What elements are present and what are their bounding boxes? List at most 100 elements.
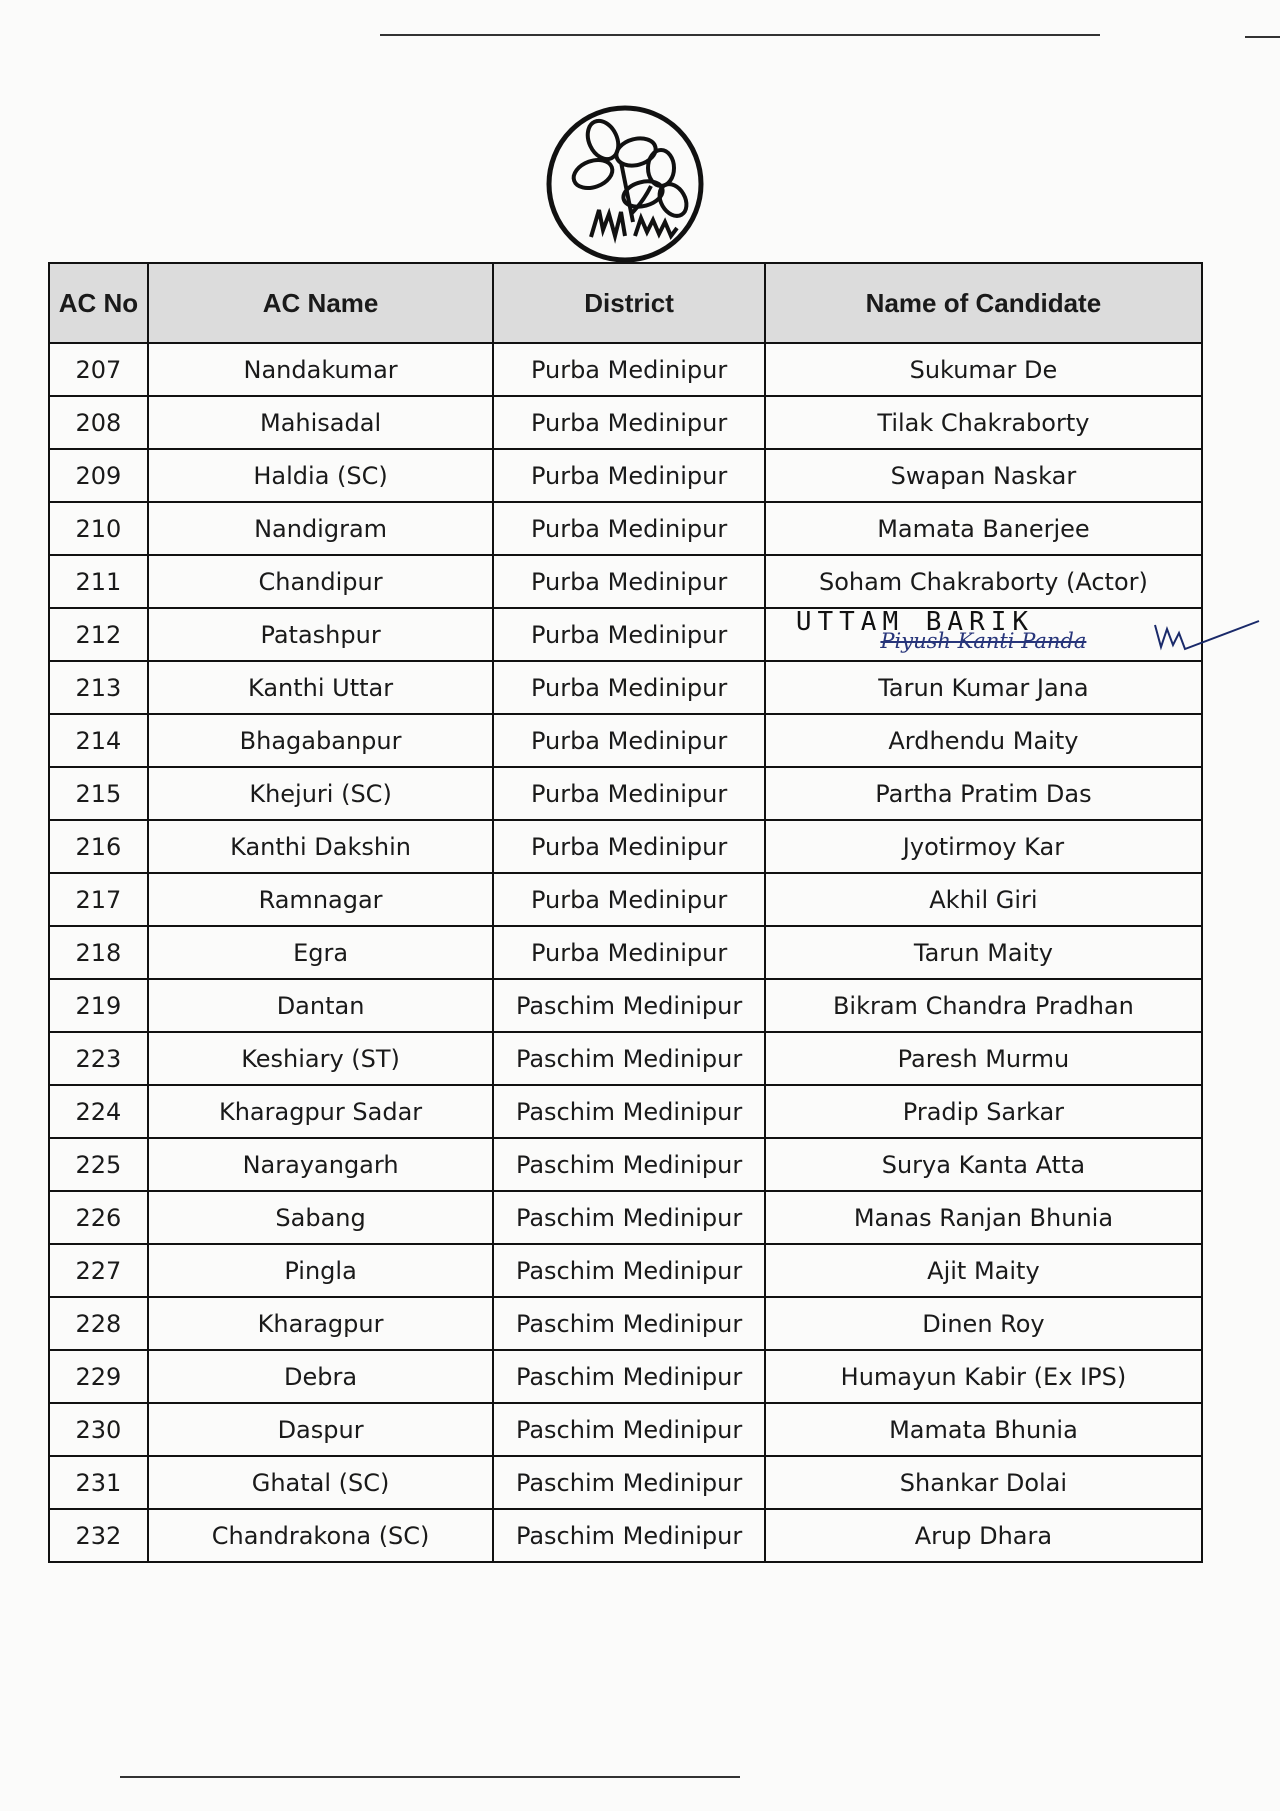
table-row: 224 Kharagpur Sadar Paschim Medinipur Pradi… — [48, 1084, 1204, 1139]
ac-name-cell: Egra — [146, 925, 495, 980]
ac-name-cell: Pingla — [146, 1243, 495, 1298]
ac-name-cell: Kharagpur Sadar — [146, 1084, 495, 1139]
table-row: 207 Nandakumar Purba Medinipur Sukumar De — [48, 342, 1204, 397]
ac-name-cell: Mahisadal — [146, 395, 495, 450]
district-cell: Paschim Medinipur — [492, 1137, 766, 1192]
header-district: District — [492, 262, 766, 344]
district-cell: Purba Medinipur — [492, 395, 766, 450]
table-row: 215 Khejuri (SC) Purba Medinipur Partha Pra… — [48, 766, 1204, 821]
ac-no-cell: 217 — [48, 872, 149, 927]
district-cell: Purba Medinipur — [492, 872, 766, 927]
candidate-cell: Soham Chakraborty (Actor) — [763, 554, 1204, 609]
candidate-cell: Partha Pratim Das — [763, 766, 1204, 821]
ac-name-cell: Ramnagar — [146, 872, 495, 927]
ac-name-cell: Bhagabanpur — [146, 713, 495, 768]
candidate-cell: Piyush Kanti Panda UTTAM BARIK — [763, 607, 1260, 662]
table-row: 217 Ramnagar Purba Medinipur Akhil Giri — [48, 872, 1204, 927]
candidate-cell: Swapan Naskar — [763, 448, 1204, 503]
ac-name-cell: Nandakumar — [146, 342, 495, 397]
table-row: 212 Patashpur Purba Medinipur Piyush Kanti … — [48, 607, 1260, 662]
ac-no-cell: 211 — [48, 554, 149, 609]
ac-no-cell: 223 — [48, 1031, 149, 1086]
ac-name-cell: Keshiary (ST) — [146, 1031, 495, 1086]
district-cell: Paschim Medinipur — [492, 1243, 766, 1298]
ac-no-cell: 209 — [48, 448, 149, 503]
top-rule — [380, 34, 1100, 36]
candidate-cell: Arup Dhara — [763, 1508, 1204, 1563]
table-row: 216 Kanthi Dakshin Purba Medinipur Jyotirmo… — [48, 819, 1204, 874]
ac-no-cell: 226 — [48, 1190, 149, 1245]
table-row: 223 Keshiary (ST) Paschim Medinipur Paresh … — [48, 1031, 1204, 1086]
handwritten-correction: UTTAM BARIK — [795, 607, 1035, 637]
ac-no-cell: 216 — [48, 819, 149, 874]
ac-name-cell: Nandigram — [146, 501, 495, 556]
ac-no-cell: 210 — [48, 501, 149, 556]
table-row: 218 Egra Purba Medinipur Tarun Maity — [48, 925, 1204, 980]
candidate-cell: Sukumar De — [763, 342, 1204, 397]
ac-name-cell: Kanthi Dakshin — [146, 819, 495, 874]
ac-name-cell: Dantan — [146, 978, 495, 1033]
ac-name-cell: Debra — [146, 1349, 495, 1404]
candidate-cell: Tarun Maity — [763, 925, 1204, 980]
ac-name-cell: Sabang — [146, 1190, 495, 1245]
district-cell: Paschim Medinipur — [492, 1455, 766, 1510]
district-cell: Paschim Medinipur — [492, 1084, 766, 1139]
district-cell: Purba Medinipur — [492, 766, 766, 821]
ac-no-cell: 224 — [48, 1084, 149, 1139]
header-candidate: Name of Candidate — [763, 262, 1204, 344]
ac-no-cell: 218 — [48, 925, 149, 980]
district-cell: Paschim Medinipur — [492, 1402, 766, 1457]
ac-name-cell: Khejuri (SC) — [146, 766, 495, 821]
candidate-cell: Akhil Giri — [763, 872, 1204, 927]
ac-no-cell: 212 — [48, 607, 149, 662]
table-row: 231 Ghatal (SC) Paschim Medinipur Shankar D… — [48, 1455, 1204, 1510]
district-cell: Paschim Medinipur — [492, 1508, 766, 1563]
ac-no-cell: 213 — [48, 660, 149, 715]
district-cell: Purba Medinipur — [492, 554, 766, 609]
candidate-cell: Shankar Dolai — [763, 1455, 1204, 1510]
ac-name-cell: Kharagpur — [146, 1296, 495, 1351]
district-cell: Purba Medinipur — [492, 713, 766, 768]
ac-name-cell: Haldia (SC) — [146, 448, 495, 503]
candidate-cell: Manas Ranjan Bhunia — [763, 1190, 1204, 1245]
ac-no-cell: 231 — [48, 1455, 149, 1510]
ac-no-cell: 214 — [48, 713, 149, 768]
ac-name-cell: Ghatal (SC) — [146, 1455, 495, 1510]
ac-no-cell: 228 — [48, 1296, 149, 1351]
table-row: 229 Debra Paschim Medinipur Humayun Kabir (… — [48, 1349, 1204, 1404]
table-row: 228 Kharagpur Paschim Medinipur Dinen Roy — [48, 1296, 1204, 1351]
table-row: 209 Haldia (SC) Purba Medinipur Swapan Nask… — [48, 448, 1204, 503]
table-row: 226 Sabang Paschim Medinipur Manas Ranjan B… — [48, 1190, 1204, 1245]
ac-name-cell: Chandrakona (SC) — [146, 1508, 495, 1563]
ac-no-cell: 225 — [48, 1137, 149, 1192]
table-row: 211 Chandipur Purba Medinipur Soham Chakrab… — [48, 554, 1204, 609]
candidate-cell: Surya Kanta Atta — [763, 1137, 1204, 1192]
candidate-cell: Pradip Sarkar — [763, 1084, 1204, 1139]
candidate-cell: Mamata Banerjee — [763, 501, 1204, 556]
district-cell: Purba Medinipur — [492, 925, 766, 980]
district-cell: Purba Medinipur — [492, 660, 766, 715]
district-cell: Paschim Medinipur — [492, 1349, 766, 1404]
ac-no-cell: 227 — [48, 1243, 149, 1298]
table-row: 213 Kanthi Uttar Purba Medinipur Tarun Kuma… — [48, 660, 1204, 715]
district-cell: Purba Medinipur — [492, 501, 766, 556]
bottom-rule — [120, 1776, 740, 1778]
ac-name-cell: Patashpur — [146, 607, 495, 662]
ac-no-cell: 230 — [48, 1402, 149, 1457]
ac-name-cell: Daspur — [146, 1402, 495, 1457]
table-row: 214 Bhagabanpur Purba Medinipur Ardhendu Ma… — [48, 713, 1204, 768]
candidate-cell: Dinen Roy — [763, 1296, 1204, 1351]
candidate-table: AC No AC Name District Name of Candidate… — [48, 262, 1260, 1563]
table-row: 219 Dantan Paschim Medinipur Bikram Chandra… — [48, 978, 1204, 1033]
ac-name-cell: Kanthi Uttar — [146, 660, 495, 715]
candidate-cell: Paresh Murmu — [763, 1031, 1204, 1086]
candidate-cell: Tarun Kumar Jana — [763, 660, 1204, 715]
signature-mark — [1154, 620, 1260, 651]
header-ac-no: AC No — [48, 262, 149, 344]
header-ac-name: AC Name — [146, 262, 495, 344]
district-cell: Purba Medinipur — [492, 607, 766, 662]
candidate-cell: Bikram Chandra Pradhan — [763, 978, 1204, 1033]
table-header-row: AC No AC Name District Name of Candidate — [48, 262, 1204, 344]
district-cell: Paschim Medinipur — [492, 1190, 766, 1245]
